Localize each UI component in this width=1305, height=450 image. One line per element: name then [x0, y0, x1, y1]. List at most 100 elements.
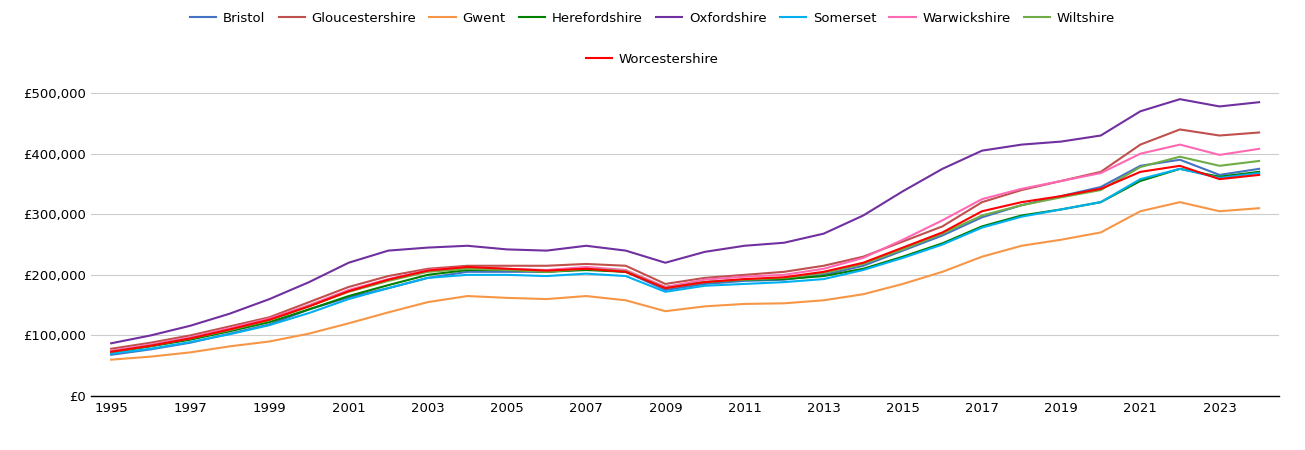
Gloucestershire: [697, 275, 713, 281]
Warwickshire: [539, 267, 555, 273]
Worcestershire: [459, 264, 475, 270]
Herefordshire: [1251, 169, 1267, 175]
Oxfordshire: [619, 248, 634, 253]
Somerset: [222, 332, 238, 337]
Gloucestershire: [341, 284, 356, 290]
Warwickshire: [1014, 186, 1030, 192]
Gloucestershire: [262, 315, 278, 320]
Gwent: [1053, 237, 1069, 243]
Warwickshire: [103, 348, 119, 353]
Bristol: [1014, 202, 1030, 208]
Gwent: [262, 339, 278, 344]
Bristol: [1212, 172, 1228, 178]
Herefordshire: [697, 279, 713, 285]
Herefordshire: [539, 269, 555, 274]
Wiltshire: [578, 266, 594, 271]
Worcestershire: [895, 245, 911, 250]
Gloucestershire: [816, 263, 831, 269]
Warwickshire: [658, 284, 673, 290]
Wiltshire: [103, 349, 119, 355]
Oxfordshire: [1014, 142, 1030, 147]
Gwent: [578, 293, 594, 299]
Gwent: [1094, 230, 1109, 235]
Gloucestershire: [539, 263, 555, 269]
Gloucestershire: [500, 263, 515, 269]
Wiltshire: [1212, 163, 1228, 168]
Gloucestershire: [1094, 169, 1109, 175]
Somerset: [1053, 207, 1069, 212]
Warwickshire: [697, 277, 713, 283]
Warwickshire: [975, 197, 990, 202]
Oxfordshire: [975, 148, 990, 153]
Gwent: [301, 331, 317, 336]
Herefordshire: [776, 276, 792, 282]
Line: Herefordshire: Herefordshire: [111, 169, 1259, 352]
Line: Gloucestershire: Gloucestershire: [111, 130, 1259, 349]
Somerset: [144, 346, 159, 351]
Gwent: [1133, 208, 1148, 214]
Somerset: [816, 276, 831, 282]
Oxfordshire: [578, 243, 594, 248]
Worcestershire: [1172, 163, 1188, 168]
Warwickshire: [459, 264, 475, 270]
Somerset: [103, 351, 119, 356]
Worcestershire: [103, 349, 119, 355]
Somerset: [934, 242, 950, 247]
Herefordshire: [262, 320, 278, 325]
Gloucestershire: [934, 224, 950, 229]
Bristol: [1094, 184, 1109, 190]
Gloucestershire: [1172, 127, 1188, 132]
Somerset: [1251, 171, 1267, 176]
Somerset: [658, 289, 673, 294]
Gloucestershire: [1212, 133, 1228, 138]
Wiltshire: [183, 336, 198, 341]
Gloucestershire: [895, 239, 911, 244]
Gloucestershire: [658, 281, 673, 287]
Oxfordshire: [1053, 139, 1069, 144]
Worcestershire: [737, 276, 753, 282]
Somerset: [539, 273, 555, 279]
Bristol: [1172, 157, 1188, 162]
Bristol: [578, 266, 594, 271]
Line: Bristol: Bristol: [111, 160, 1259, 355]
Herefordshire: [934, 241, 950, 246]
Wiltshire: [459, 266, 475, 271]
Gwent: [697, 304, 713, 309]
Gwent: [103, 357, 119, 362]
Warwickshire: [420, 267, 436, 273]
Wiltshire: [420, 269, 436, 274]
Herefordshire: [895, 254, 911, 259]
Herefordshire: [420, 272, 436, 278]
Gloucestershire: [1133, 142, 1148, 147]
Herefordshire: [1014, 213, 1030, 218]
Oxfordshire: [301, 279, 317, 285]
Oxfordshire: [776, 240, 792, 245]
Herefordshire: [301, 307, 317, 312]
Bristol: [539, 269, 555, 274]
Bristol: [459, 269, 475, 274]
Bristol: [895, 248, 911, 253]
Warwickshire: [1053, 178, 1069, 184]
Herefordshire: [619, 269, 634, 274]
Bristol: [1251, 166, 1267, 171]
Oxfordshire: [856, 213, 872, 218]
Oxfordshire: [658, 260, 673, 265]
Warwickshire: [934, 218, 950, 223]
Oxfordshire: [816, 231, 831, 236]
Gloucestershire: [103, 346, 119, 351]
Worcestershire: [658, 285, 673, 291]
Worcestershire: [1053, 194, 1069, 199]
Gloucestershire: [1014, 187, 1030, 193]
Worcestershire: [262, 317, 278, 322]
Gwent: [222, 344, 238, 349]
Gloucestershire: [459, 263, 475, 269]
Worcestershire: [856, 260, 872, 265]
Gwent: [1212, 208, 1228, 214]
Bristol: [856, 263, 872, 269]
Worcestershire: [1251, 172, 1267, 178]
Gwent: [420, 299, 436, 305]
Gloucestershire: [737, 272, 753, 278]
Bristol: [301, 307, 317, 312]
Oxfordshire: [697, 249, 713, 255]
Worcestershire: [222, 327, 238, 332]
